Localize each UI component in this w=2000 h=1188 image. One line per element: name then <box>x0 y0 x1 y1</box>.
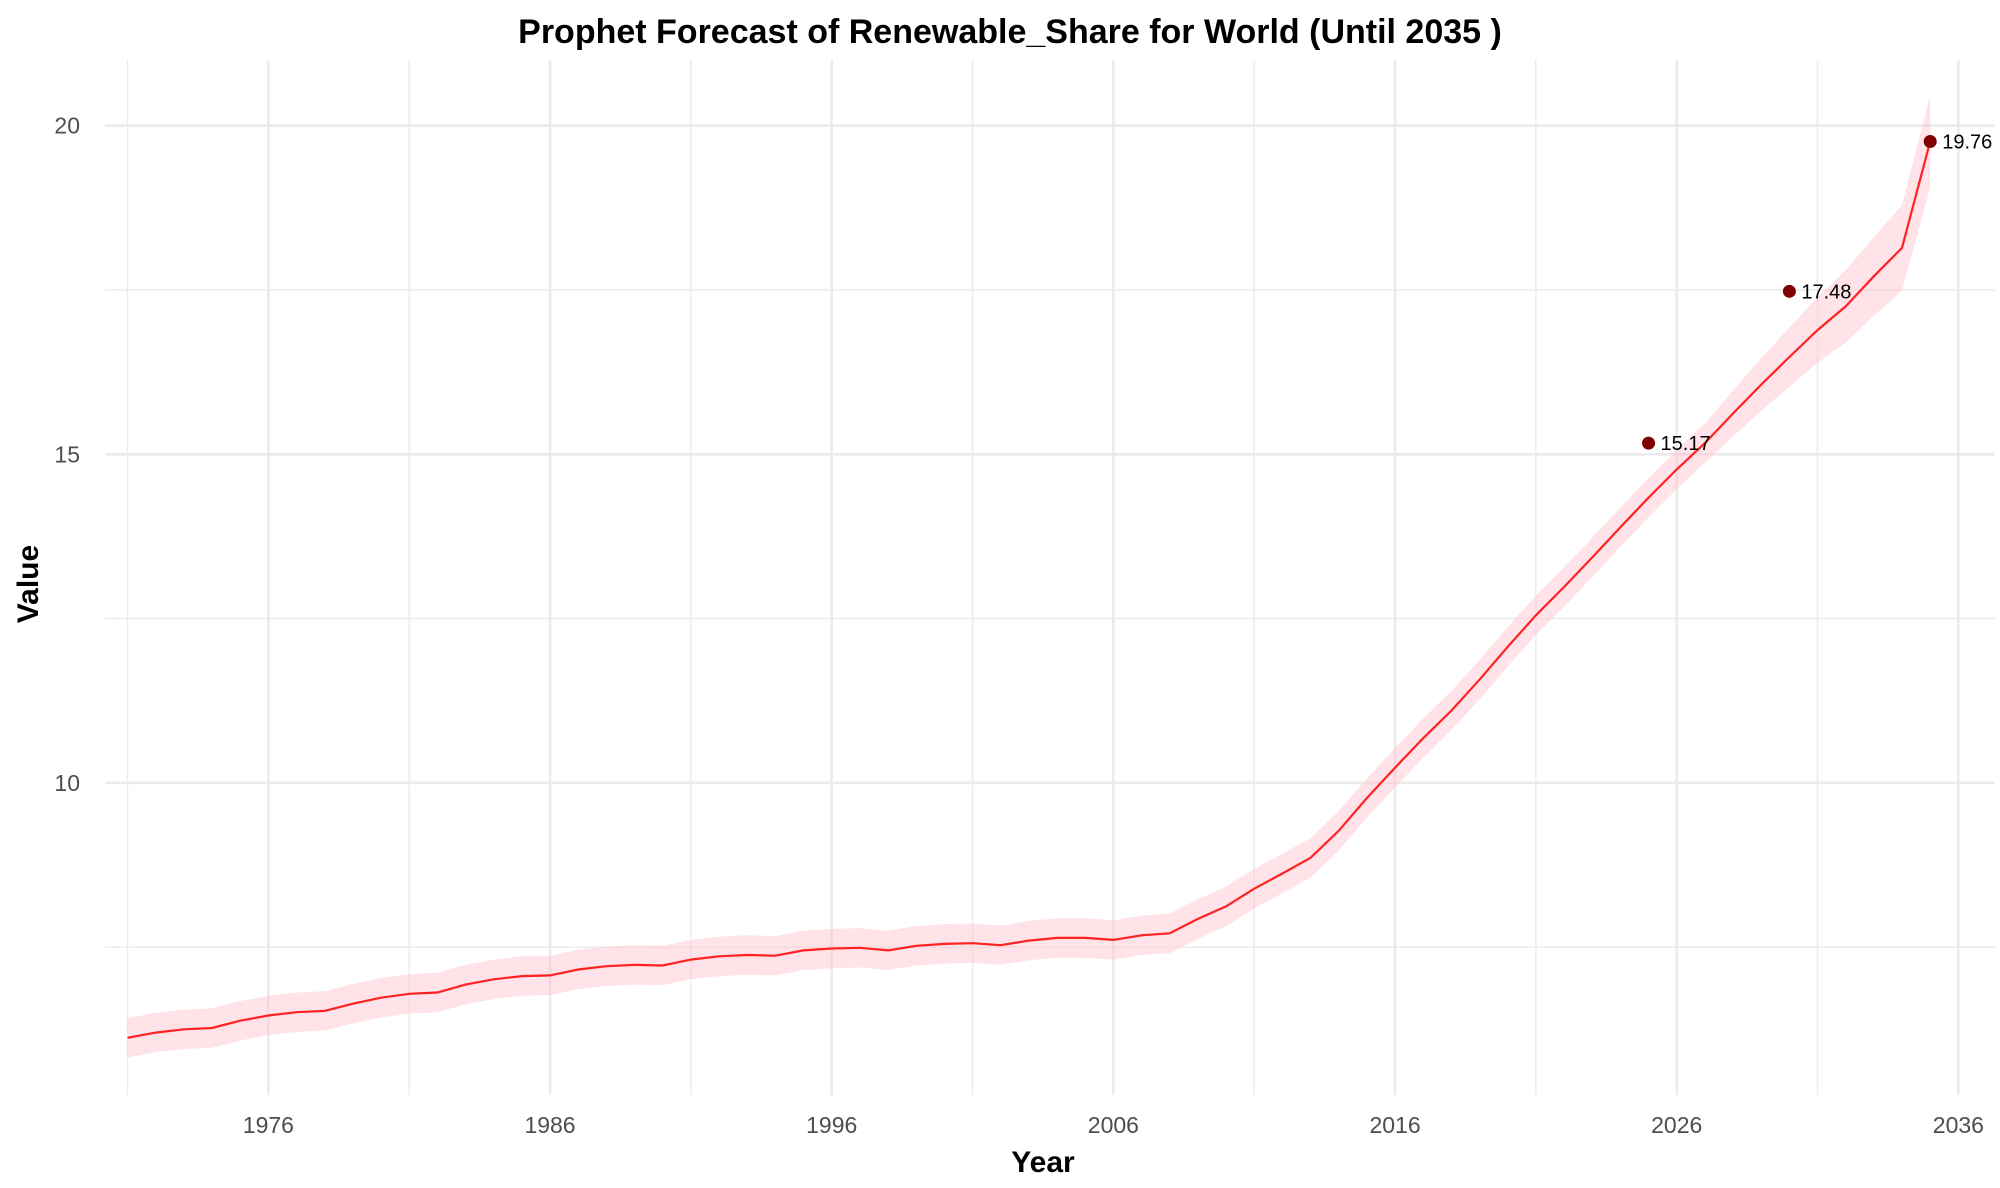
confidence-band <box>127 95 1931 1058</box>
x-tick-label: 2036 <box>1933 1112 1984 1138</box>
point-label: 17.48 <box>1801 281 1851 303</box>
grid-layer <box>105 60 1995 1095</box>
y-tick-label: 10 <box>54 770 80 796</box>
point-label: 19.76 <box>1942 131 1992 153</box>
point-label: 15.17 <box>1661 433 1711 455</box>
forecast-point <box>1642 436 1656 450</box>
x-axis-title: Year <box>1011 1146 1075 1179</box>
x-tick-label: 2016 <box>1369 1112 1420 1138</box>
chart-title: Prophet Forecast of Renewable_Share for … <box>518 13 1502 51</box>
x-tick-label: 1976 <box>243 1112 294 1138</box>
y-tick-label: 15 <box>54 441 80 467</box>
forecast-line <box>127 141 1932 1039</box>
y-axis-title: Value <box>12 545 45 623</box>
forecast-point <box>1782 284 1796 298</box>
x-tick-label: 2026 <box>1651 1112 1702 1138</box>
tick-labels: 1976 1986 1996 2006 2016 2026 2036 10 15 20 <box>54 113 1984 1138</box>
y-tick-label: 20 <box>54 113 80 139</box>
highlighted-points: 15.17 17.48 19.76 <box>1642 131 1992 455</box>
forecast-point <box>1923 134 1937 148</box>
x-tick-label: 1996 <box>806 1112 857 1138</box>
x-tick-label: 2006 <box>1088 1112 1139 1138</box>
x-tick-label: 1986 <box>524 1112 575 1138</box>
